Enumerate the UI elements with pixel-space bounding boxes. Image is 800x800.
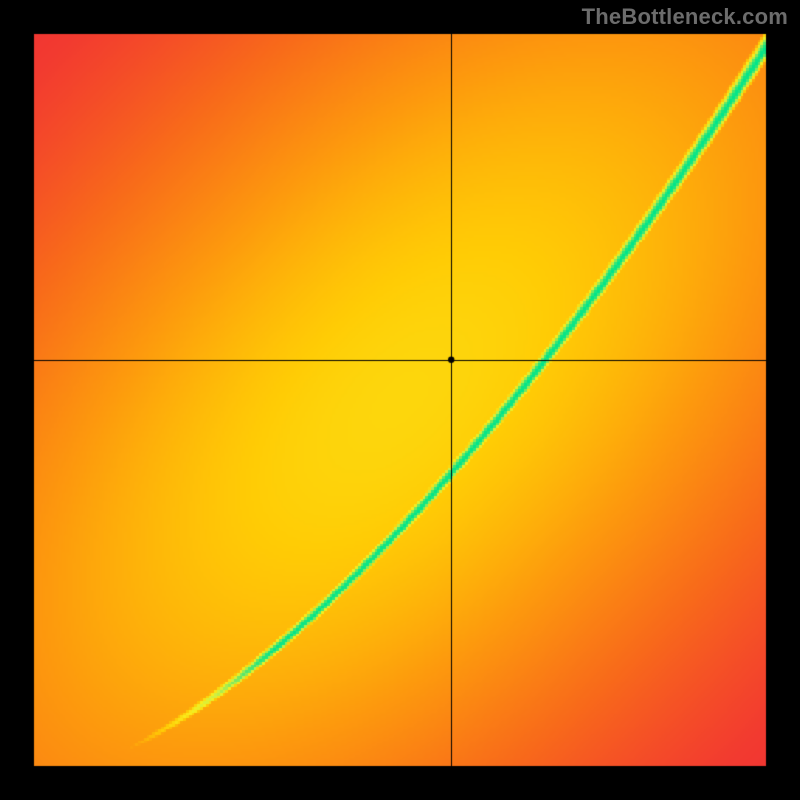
chart-stage: TheBottleneck.com xyxy=(0,0,800,800)
bottleneck-heatmap-canvas xyxy=(0,0,800,800)
